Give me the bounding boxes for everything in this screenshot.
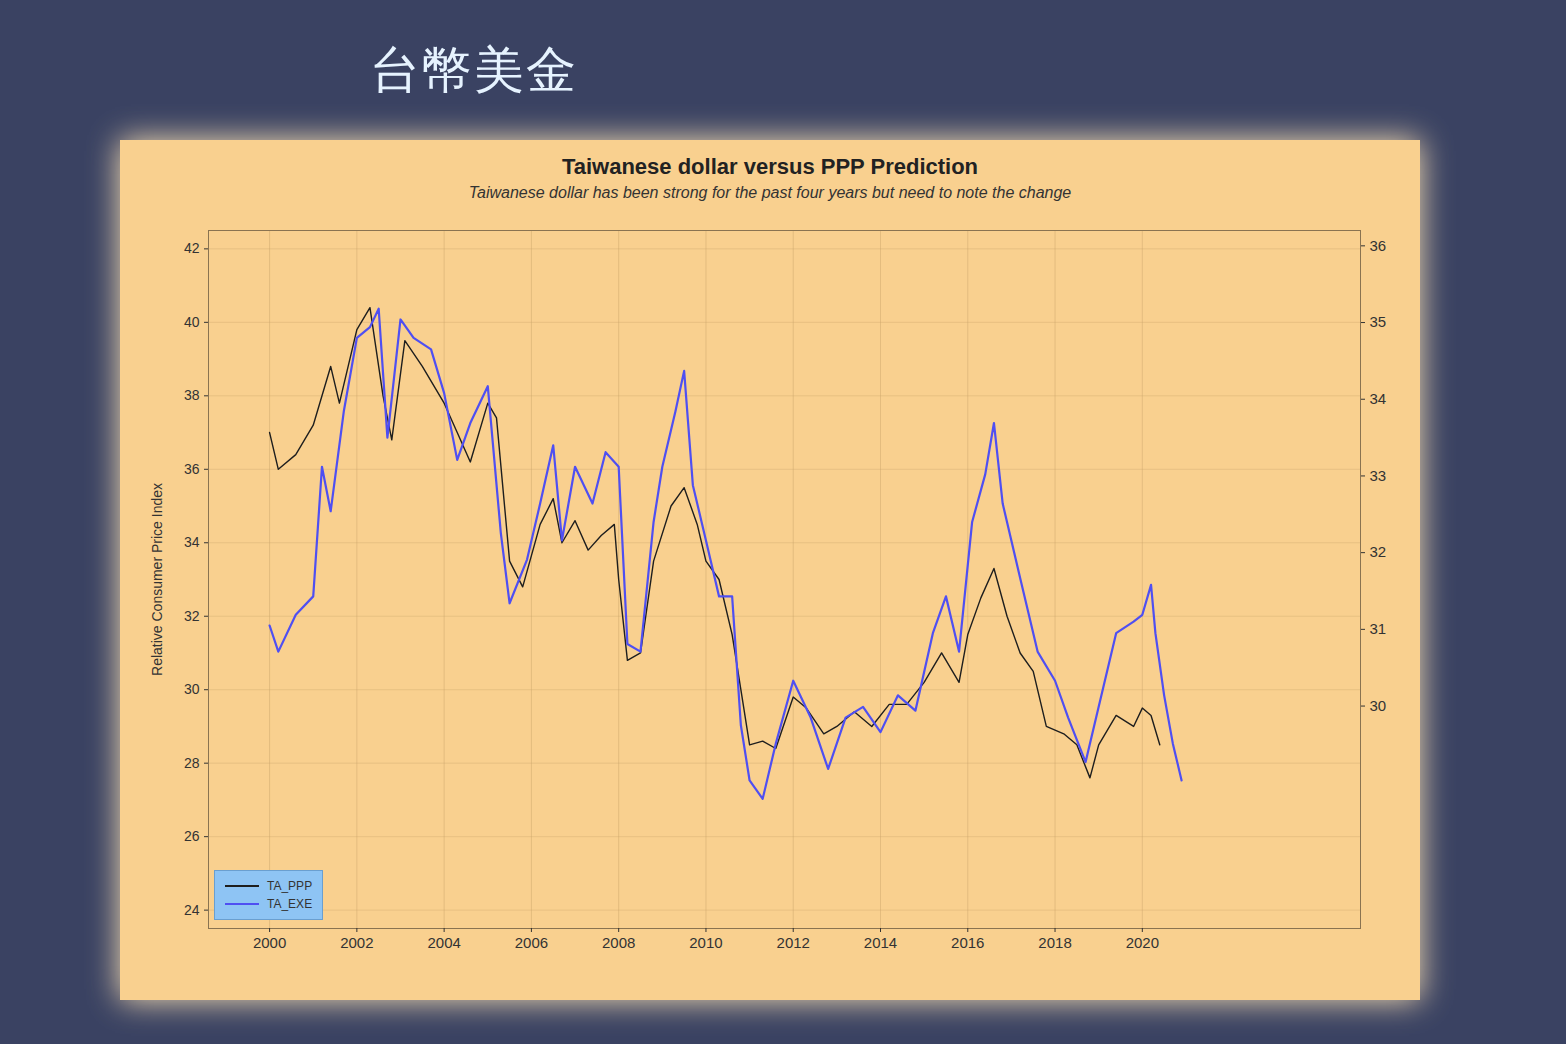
svg-text:31: 31 <box>1370 620 1387 637</box>
svg-text:2006: 2006 <box>515 934 548 951</box>
svg-text:2016: 2016 <box>951 934 984 951</box>
svg-text:34: 34 <box>1370 390 1387 407</box>
svg-text:33: 33 <box>1370 467 1387 484</box>
svg-text:28: 28 <box>184 755 200 771</box>
svg-text:2014: 2014 <box>864 934 897 951</box>
svg-text:36: 36 <box>184 461 200 477</box>
html-text:Taiwanese dollar versus PPP Pr: Taiwanese dollar versus PPP Prediction <box>561 154 979 179</box>
svg-text:24: 24 <box>184 902 200 918</box>
svg-text:32: 32 <box>184 608 200 624</box>
svg-text:34: 34 <box>184 534 200 550</box>
svg-text:2020: 2020 <box>1126 934 1159 951</box>
svg-text:2010: 2010 <box>689 934 722 951</box>
html-text:TA_PPP: TA_PPP <box>267 879 313 893</box>
svg-text:Relative Consumer Price Index: Relative Consumer Price Index <box>149 483 165 676</box>
svg-text:2018: 2018 <box>1038 934 1071 951</box>
svg-text:40: 40 <box>184 314 200 330</box>
svg-text:2012: 2012 <box>777 934 810 951</box>
html-text:台幣美金: 台幣美金 <box>370 41 578 99</box>
svg-text:35: 35 <box>1370 313 1387 330</box>
svg-text:38: 38 <box>184 387 200 403</box>
svg-text:2004: 2004 <box>427 934 460 951</box>
svg-text:2002: 2002 <box>340 934 373 951</box>
svg-text:30: 30 <box>1370 697 1387 714</box>
svg-text:36: 36 <box>1370 237 1387 254</box>
svg-text:2000: 2000 <box>253 934 286 951</box>
svg-text:26: 26 <box>184 828 200 844</box>
svg-text:30: 30 <box>184 681 200 697</box>
html-text:Taiwanese dollar has been stro: Taiwanese dollar has been strong for the… <box>468 184 1072 201</box>
svg-text:42: 42 <box>184 240 200 256</box>
html-text:TA_EXE: TA_EXE <box>267 897 313 911</box>
svg-text:2008: 2008 <box>602 934 635 951</box>
svg-text:32: 32 <box>1370 543 1387 560</box>
